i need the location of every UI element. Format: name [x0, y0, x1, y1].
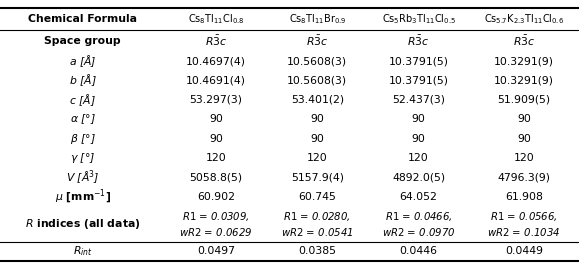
Text: 10.4691(4): 10.4691(4)	[186, 76, 246, 86]
Text: 10.3791(5): 10.3791(5)	[389, 76, 449, 86]
Text: $wR2$ = 0.0629: $wR2$ = 0.0629	[179, 226, 252, 238]
Text: 120: 120	[408, 153, 429, 163]
Text: $b$ [Å]: $b$ [Å]	[69, 73, 97, 89]
Text: 52.437(3): 52.437(3)	[392, 95, 445, 105]
Text: 4892.0(5): 4892.0(5)	[392, 172, 445, 183]
Text: 90: 90	[209, 134, 223, 144]
Text: $R_{int}$: $R_{int}$	[73, 244, 93, 258]
Text: $a$ [Å]: $a$ [Å]	[69, 53, 97, 69]
Text: 0.0449: 0.0449	[505, 246, 543, 256]
Text: $R1$ = 0.0280,: $R1$ = 0.0280,	[283, 210, 351, 223]
Text: $R$ indices (all data): $R$ indices (all data)	[25, 217, 141, 231]
Text: 90: 90	[209, 114, 223, 124]
Text: 60.902: 60.902	[197, 192, 235, 202]
Text: 5058.8(5): 5058.8(5)	[189, 172, 243, 183]
Text: 53.297(3): 53.297(3)	[189, 95, 243, 105]
Text: 0.0385: 0.0385	[298, 246, 336, 256]
Text: $R\bar{3}c$: $R\bar{3}c$	[513, 34, 535, 48]
Text: Cs$_{8}$Tl$_{11}$Br$_{0.9}$: Cs$_{8}$Tl$_{11}$Br$_{0.9}$	[288, 12, 346, 26]
Text: $R\bar{3}c$: $R\bar{3}c$	[205, 34, 227, 48]
Text: $\mu$ [mm$^{-1}$]: $\mu$ [mm$^{-1}$]	[55, 188, 111, 206]
Text: Space group: Space group	[45, 36, 121, 46]
Text: $wR2$ = 0.0970: $wR2$ = 0.0970	[382, 226, 456, 238]
Text: $\beta$ [°]: $\beta$ [°]	[70, 132, 96, 146]
Text: 0.0446: 0.0446	[400, 246, 438, 256]
Text: Chemical Formula: Chemical Formula	[28, 14, 137, 24]
Text: 90: 90	[517, 114, 531, 124]
Text: $wR2$ = 0.0541: $wR2$ = 0.0541	[281, 226, 354, 238]
Text: Cs$_{5}$Rb$_{3}$Tl$_{11}$Cl$_{0.5}$: Cs$_{5}$Rb$_{3}$Tl$_{11}$Cl$_{0.5}$	[382, 12, 456, 26]
Text: 90: 90	[517, 134, 531, 144]
Text: 90: 90	[412, 134, 426, 144]
Text: 51.909(5): 51.909(5)	[497, 95, 551, 105]
Text: 10.5608(3): 10.5608(3)	[287, 56, 347, 66]
Text: 64.052: 64.052	[400, 192, 438, 202]
Text: $R1$ = 0.0566,: $R1$ = 0.0566,	[490, 210, 558, 223]
Text: $R1$ = 0.0466,: $R1$ = 0.0466,	[385, 210, 452, 223]
Text: $V$ [Å$^3$]: $V$ [Å$^3$]	[66, 168, 100, 187]
Text: 4796.3(9): 4796.3(9)	[497, 172, 551, 183]
Text: $\alpha$ [°]: $\alpha$ [°]	[70, 112, 96, 126]
Text: $R1$ = 0.0309,: $R1$ = 0.0309,	[182, 210, 250, 223]
Text: 90: 90	[412, 114, 426, 124]
Text: 120: 120	[206, 153, 226, 163]
Text: 120: 120	[514, 153, 534, 163]
Text: $R\bar{3}c$: $R\bar{3}c$	[408, 34, 430, 48]
Text: 10.5608(3): 10.5608(3)	[287, 76, 347, 86]
Text: 120: 120	[307, 153, 328, 163]
Text: Cs$_{5.7}$K$_{2.3}$Tl$_{11}$Cl$_{0.6}$: Cs$_{5.7}$K$_{2.3}$Tl$_{11}$Cl$_{0.6}$	[484, 12, 564, 26]
Text: Cs$_{8}$Tl$_{11}$Cl$_{0.8}$: Cs$_{8}$Tl$_{11}$Cl$_{0.8}$	[188, 12, 244, 26]
Text: 60.745: 60.745	[298, 192, 336, 202]
Text: 5157.9(4): 5157.9(4)	[291, 172, 344, 183]
Text: $R\bar{3}c$: $R\bar{3}c$	[306, 34, 328, 48]
Text: $c$ [Å]: $c$ [Å]	[69, 92, 96, 108]
Text: 0.0497: 0.0497	[197, 246, 235, 256]
Text: 61.908: 61.908	[505, 192, 543, 202]
Text: 90: 90	[310, 114, 324, 124]
Text: $wR2$ = 0.1034: $wR2$ = 0.1034	[488, 226, 560, 238]
Text: $\gamma$ [°]: $\gamma$ [°]	[70, 151, 96, 165]
Text: 10.3791(5): 10.3791(5)	[389, 56, 449, 66]
Text: 10.3291(9): 10.3291(9)	[494, 76, 554, 86]
Text: 10.3291(9): 10.3291(9)	[494, 56, 554, 66]
Text: 10.4697(4): 10.4697(4)	[186, 56, 246, 66]
Text: 53.401(2): 53.401(2)	[291, 95, 344, 105]
Text: 90: 90	[310, 134, 324, 144]
